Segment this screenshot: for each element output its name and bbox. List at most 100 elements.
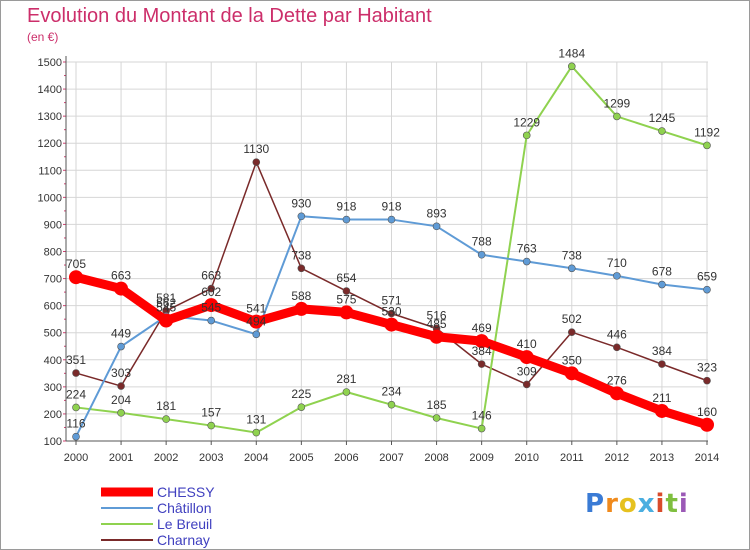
legend-label: Charnay (157, 532, 210, 548)
data-label: 323 (697, 361, 717, 375)
data-point (342, 215, 351, 224)
data-label: 485 (427, 317, 447, 331)
x-tick-label: 2005 (289, 452, 313, 464)
x-tick-label: 2008 (424, 452, 448, 464)
data-label: 449 (111, 327, 131, 341)
data-point (384, 317, 399, 332)
data-point (567, 264, 576, 273)
data-point (477, 424, 486, 433)
data-point (474, 334, 489, 349)
data-point (162, 415, 170, 423)
x-tick-label: 2011 (560, 452, 584, 464)
legend-swatch (101, 539, 153, 541)
legend-swatch (101, 487, 153, 497)
data-label: 581 (156, 291, 176, 305)
data-label: 602 (201, 285, 221, 299)
data-label: 204 (111, 393, 131, 407)
data-label: 224 (66, 387, 86, 401)
data-point (613, 272, 621, 280)
data-point (654, 403, 669, 418)
x-tick-label: 2006 (334, 452, 358, 464)
data-label: 157 (201, 406, 221, 420)
legend-label: Châtillon (157, 500, 212, 516)
data-label: 160 (697, 405, 717, 419)
data-label: 663 (111, 269, 131, 283)
data-label: 738 (291, 248, 311, 262)
y-tick-label: 700 (44, 274, 62, 286)
y-tick-label: 600 (44, 301, 62, 313)
x-tick-label: 2002 (154, 452, 178, 464)
data-point (658, 127, 666, 135)
x-tick-label: 2010 (514, 452, 538, 464)
x-tick-label: 2014 (695, 452, 719, 464)
data-label: 738 (562, 248, 582, 262)
data-point (117, 342, 125, 351)
y-tick-label: 400 (44, 355, 62, 367)
data-label: 276 (607, 373, 627, 387)
data-label: 545 (201, 301, 221, 315)
data-point (294, 301, 309, 316)
data-label: 788 (472, 235, 492, 249)
x-tick-label: 2012 (605, 452, 629, 464)
data-label: 181 (156, 399, 176, 413)
x-tick-label: 2001 (109, 452, 133, 464)
data-label: 446 (607, 327, 627, 341)
data-label: 1130 (243, 142, 269, 156)
data-label: 410 (517, 337, 537, 351)
data-label: 225 (291, 387, 311, 401)
data-point (252, 428, 261, 437)
data-label: 211 (652, 391, 671, 405)
data-label: 116 (66, 417, 85, 431)
data-point (297, 403, 306, 411)
legend-swatch (101, 523, 153, 525)
data-label: 571 (381, 293, 401, 307)
y-tick-label: 1000 (38, 192, 62, 204)
data-label: 893 (427, 206, 447, 220)
data-label: 469 (472, 321, 492, 335)
data-label: 516 (427, 308, 447, 322)
data-label: 384 (652, 344, 672, 358)
y-tick-label: 500 (44, 328, 62, 340)
data-point (117, 409, 125, 417)
data-point (342, 388, 351, 396)
data-label: 930 (291, 196, 311, 210)
data-point (658, 360, 666, 368)
data-point (249, 314, 264, 329)
data-point (207, 284, 216, 293)
data-point (297, 264, 306, 273)
data-label: 705 (66, 257, 86, 271)
data-label: 185 (427, 398, 447, 412)
data-point (72, 432, 80, 441)
data-point (432, 414, 441, 422)
y-tick-label: 800 (44, 247, 62, 259)
data-point (703, 285, 711, 294)
y-tick-label: 1300 (38, 111, 62, 123)
x-tick-label: 2009 (469, 452, 493, 464)
y-tick-label: 900 (44, 219, 62, 231)
data-label: 588 (291, 289, 311, 303)
logo-letter: o (618, 489, 638, 519)
data-label: 918 (336, 200, 356, 214)
logo-letter: i (655, 489, 666, 519)
data-point (522, 380, 531, 389)
data-label: 502 (562, 312, 582, 326)
data-point (387, 400, 396, 409)
y-tick-label: 1100 (38, 165, 62, 177)
data-point (159, 313, 174, 328)
data-point (658, 280, 666, 289)
data-point (609, 386, 624, 401)
data-label: 562 (156, 296, 176, 310)
data-point (477, 360, 486, 368)
data-point (429, 329, 444, 344)
data-label: 918 (381, 200, 401, 214)
data-label: 309 (517, 364, 537, 378)
x-tick-label: 2000 (64, 452, 88, 464)
data-point (700, 417, 714, 432)
y-tick-label: 300 (44, 382, 62, 394)
data-point (297, 212, 306, 221)
logo-letter: i (678, 489, 689, 519)
data-label: 654 (336, 271, 356, 285)
x-tick-label: 2007 (379, 452, 403, 464)
logo-letter: P (585, 489, 606, 519)
data-point (613, 343, 621, 352)
